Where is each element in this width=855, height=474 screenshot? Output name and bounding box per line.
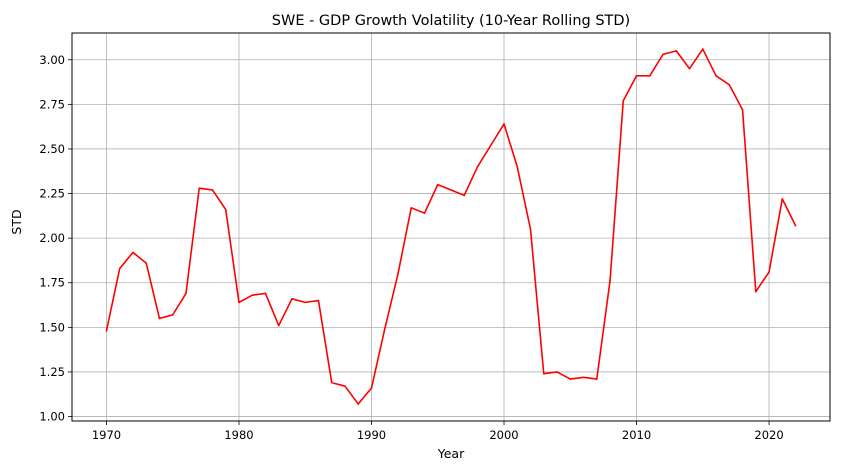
data-point bbox=[264, 292, 267, 295]
data-point bbox=[105, 330, 108, 332]
data-point bbox=[741, 108, 744, 111]
data-point bbox=[158, 317, 161, 320]
data-point bbox=[503, 123, 505, 125]
data-point bbox=[238, 301, 240, 304]
series-layer bbox=[105, 48, 797, 405]
x-tick-label: 1970 bbox=[92, 428, 121, 442]
x-tick-label: 1990 bbox=[357, 428, 386, 442]
data-point bbox=[781, 198, 784, 200]
data-point bbox=[436, 183, 439, 186]
x-tick-label: 2020 bbox=[754, 428, 783, 442]
x-tick-label: 2000 bbox=[489, 428, 518, 442]
data-point bbox=[529, 228, 532, 231]
data-point bbox=[410, 207, 413, 209]
data-point bbox=[754, 290, 757, 293]
data-point bbox=[291, 298, 293, 300]
data-point bbox=[317, 299, 320, 302]
data-point bbox=[595, 378, 598, 380]
data-point bbox=[794, 224, 797, 227]
plot-frame bbox=[71, 32, 831, 422]
y-tick-label: 1.75 bbox=[39, 276, 65, 290]
data-point bbox=[185, 292, 187, 295]
data-point bbox=[344, 385, 346, 388]
y-tick-label: 1.50 bbox=[39, 320, 65, 334]
data-point bbox=[728, 83, 731, 86]
data-point bbox=[556, 371, 558, 373]
data-point bbox=[489, 144, 492, 147]
data-point bbox=[198, 187, 201, 189]
y-tick-label: 2.25 bbox=[39, 187, 65, 201]
x-axis-ticks: 1970 1980 1990 2000 2010 2020 bbox=[92, 421, 784, 442]
data-point bbox=[715, 75, 717, 77]
chart-title: SWE - GDP Growth Volatility (10-Year Rol… bbox=[272, 13, 630, 29]
y-tick-label: 3.00 bbox=[39, 53, 65, 67]
x-tick-label: 1980 bbox=[224, 428, 253, 442]
data-point bbox=[383, 328, 386, 330]
y-tick-label: 1.00 bbox=[39, 410, 65, 424]
data-point bbox=[251, 294, 254, 297]
data-point bbox=[675, 50, 678, 52]
data-point bbox=[609, 280, 611, 282]
data-point bbox=[569, 378, 572, 380]
data-point bbox=[648, 75, 651, 77]
data-point bbox=[463, 194, 466, 197]
y-axis-ticks: 1.00 1.25 1.50 1.75 2.00 2.25 2.50 2.75 3.00 bbox=[39, 53, 72, 424]
data-point bbox=[277, 324, 280, 327]
y-tick-label: 2.75 bbox=[39, 97, 65, 111]
data-point bbox=[450, 189, 452, 191]
data-point bbox=[118, 267, 121, 270]
data-point bbox=[171, 314, 174, 316]
data-point bbox=[476, 165, 479, 168]
data-point bbox=[330, 381, 333, 384]
data-point bbox=[701, 48, 704, 50]
data-point bbox=[688, 67, 691, 70]
data-point bbox=[423, 212, 426, 214]
data-point bbox=[582, 376, 585, 379]
data-point bbox=[145, 262, 148, 264]
data-point bbox=[224, 208, 227, 211]
data-point bbox=[357, 403, 360, 405]
data-point bbox=[397, 273, 399, 275]
data-point bbox=[662, 53, 664, 56]
data-point bbox=[542, 372, 545, 375]
data-point bbox=[304, 301, 307, 304]
y-tick-label: 2.50 bbox=[39, 142, 65, 156]
data-point bbox=[132, 251, 134, 254]
data-point bbox=[635, 75, 638, 77]
y-axis-label: STD bbox=[9, 209, 24, 234]
data-point bbox=[370, 387, 373, 389]
data-point bbox=[516, 165, 519, 168]
y-tick-label: 1.25 bbox=[39, 365, 65, 379]
y-tick-label: 2.00 bbox=[39, 231, 65, 245]
x-axis-label: Year bbox=[437, 446, 465, 461]
data-point bbox=[768, 271, 770, 273]
data-point bbox=[211, 189, 214, 191]
x-tick-label: 2010 bbox=[622, 428, 651, 442]
data-point bbox=[622, 99, 625, 102]
